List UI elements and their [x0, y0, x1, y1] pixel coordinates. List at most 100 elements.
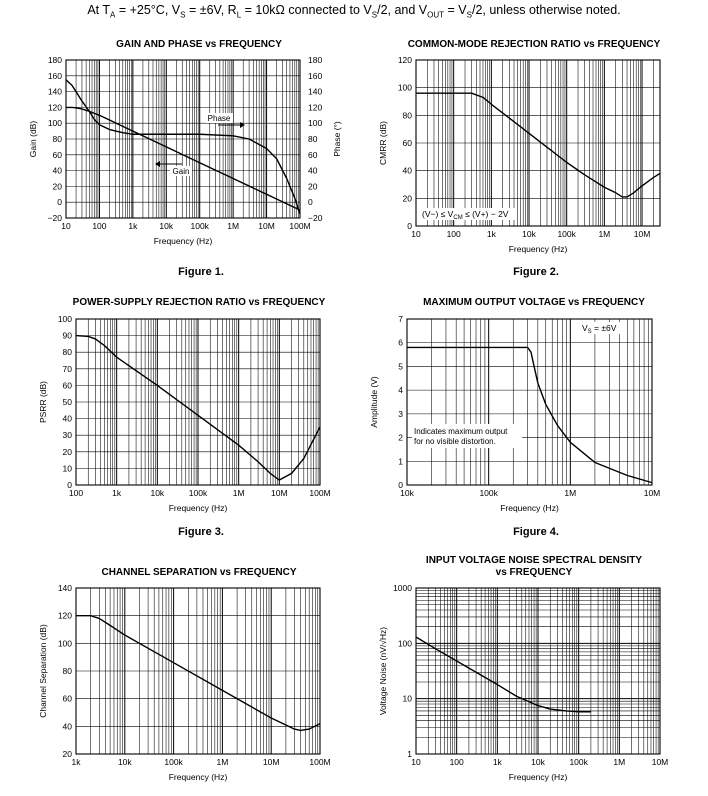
c4-grid	[407, 319, 652, 485]
figure-3-label: Figure 3.	[178, 526, 224, 538]
c6-xtick-label: 100k	[569, 757, 588, 767]
c1-y2tick-label: 140	[308, 87, 322, 97]
cmrr-note-bg	[420, 208, 516, 220]
c3-ytick-label: 90	[63, 331, 73, 341]
c2-ytick-label: 0	[407, 221, 412, 231]
c5-xtick-label: 100M	[309, 757, 330, 767]
c4-xtick-label: 100k	[479, 488, 498, 498]
c4-ytick-label: 3	[398, 409, 403, 419]
phase-label-bg	[205, 113, 233, 123]
maxout-note-line1: Indicates maximum output	[414, 427, 508, 436]
c5-series-0	[76, 614, 321, 732]
c1-y2tick-label: −20	[308, 213, 323, 223]
c3-xtick-label: 100k	[189, 488, 208, 498]
c2-ytick-label: 100	[398, 83, 412, 93]
c1-ytick-label: 100	[48, 118, 62, 128]
c6-xtick-label: 10k	[531, 757, 545, 767]
c1-ytick-label: 0	[57, 197, 62, 207]
c1-y2tick-label: 20	[308, 181, 318, 191]
c2-chart: COMMON-MODE REJECTION RATIO vs FREQUENCY…	[378, 39, 661, 254]
c1-frame	[65, 59, 301, 219]
c3-xtick-label: 100M	[309, 488, 330, 498]
c4-ytick-label: 0	[398, 480, 403, 490]
c5-xlabel: Frequency (Hz)	[169, 772, 228, 782]
c3-grid	[76, 319, 320, 485]
maxout-note-line2: for no visible distortion.	[414, 437, 496, 446]
c3-ytick-label: 20	[63, 447, 73, 457]
c1-ytick-label: 60	[53, 150, 63, 160]
c5-xtick-label: 1k	[72, 757, 82, 767]
c1-ytick-label: 140	[48, 87, 62, 97]
c3-xlabel: Frequency (Hz)	[169, 503, 228, 513]
figure-4-label: Figure 4.	[513, 526, 559, 538]
c5-ylabel: Channel Separation (dB)	[38, 624, 48, 718]
c2-grid	[416, 60, 660, 226]
c1-xtick-label: 10k	[159, 221, 173, 231]
c1-xtick-label: 1M	[227, 221, 239, 231]
c3-series-0	[75, 334, 321, 481]
c1-ytick-label: −20	[48, 213, 63, 223]
c2-xtick-label: 10k	[522, 229, 536, 239]
c2-series-0	[416, 92, 661, 198]
c1-xtick-label: 100M	[289, 221, 310, 231]
c4-ytick-label: 1	[398, 456, 403, 466]
c6-xlabel: Frequency (Hz)	[509, 772, 568, 782]
c1-xtick-label: 10	[61, 221, 71, 231]
c1-y2tick-label: 40	[308, 166, 318, 176]
c1-ylabel: Gain (dB)	[28, 121, 38, 158]
c5-ytick-label: 40	[63, 721, 73, 731]
c2-xtick-label: 100	[447, 229, 461, 239]
c6-xtick-label: 10M	[652, 757, 669, 767]
c3-ytick-label: 100	[58, 314, 72, 324]
c6-grid	[416, 588, 660, 754]
c1-grid	[66, 60, 300, 218]
c5-xtick-label: 10k	[118, 757, 132, 767]
c1-y2tick-label: 100	[308, 118, 322, 128]
c5-ytick-label: 60	[63, 694, 73, 704]
c4-xtick-label: 10M	[644, 488, 661, 498]
c5-xtick-label: 1M	[216, 757, 228, 767]
c1-ytick-label: 40	[53, 166, 63, 176]
c2-xlabel: Frequency (Hz)	[509, 244, 568, 254]
c1-y2tick-label: 160	[308, 71, 322, 81]
c4-ytick-label: 6	[398, 338, 403, 348]
c4-xtick-label: 10k	[400, 488, 414, 498]
c6-ytick-label: 1000	[393, 583, 412, 593]
c5-ytick-label: 100	[58, 638, 72, 648]
c4-ylabel: Amplitude (V)	[369, 376, 379, 428]
phase-label: Phase	[208, 114, 231, 123]
c3-title: POWER-SUPPLY REJECTION RATIO vs FREQUENC…	[73, 297, 326, 308]
c3-xtick-label: 1k	[112, 488, 122, 498]
c6-ylabel: Voltage Noise (nV/√Hz)	[378, 627, 388, 715]
c1-series-phase	[65, 79, 301, 215]
c1-y2tick-label: 60	[308, 150, 318, 160]
c4-title: MAXIMUM OUTPUT VOLTAGE vs FREQUENCY	[423, 297, 645, 308]
c3-ytick-label: 50	[63, 397, 73, 407]
cmrr-note: (V−) ≤ VCM ≤ (V+) − 2V	[422, 209, 509, 221]
c2-xtick-label: 1M	[598, 229, 610, 239]
c1-ytick-label: 120	[48, 102, 62, 112]
c3-ytick-label: 80	[63, 347, 73, 357]
c2-ylabel: CMRR (dB)	[378, 121, 388, 165]
c3-ytick-label: 30	[63, 430, 73, 440]
gain-label-bg	[170, 166, 192, 176]
c5-ytick-label: 80	[63, 666, 73, 676]
c1-ytick-label: 160	[48, 71, 62, 81]
gain-label: Gain	[173, 167, 190, 176]
c6-ytick-label: 1	[407, 749, 412, 759]
c1-xtick-label: 100	[92, 221, 106, 231]
c5-xtick-label: 100k	[164, 757, 183, 767]
c3-ytick-label: 60	[63, 380, 73, 390]
c2-title: COMMON-MODE REJECTION RATIO vs FREQUENCY	[408, 39, 661, 50]
c1-y2label: Phase (°)	[332, 121, 342, 157]
c6-frame	[415, 587, 661, 755]
c2-xtick-label: 1k	[487, 229, 497, 239]
c3-xtick-label: 100	[69, 488, 83, 498]
c1-xtick-label: 100k	[190, 221, 209, 231]
c2-frame	[415, 59, 661, 227]
vs-legend-bg	[580, 322, 620, 334]
c5-title: CHANNEL SEPARATION vs FREQUENCY	[101, 567, 296, 578]
c1-xlabel: Frequency (Hz)	[154, 236, 213, 246]
